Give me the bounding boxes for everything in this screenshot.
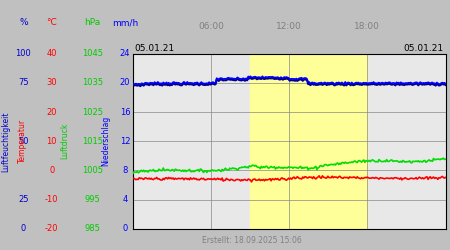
Text: 12:00: 12:00 xyxy=(276,22,302,31)
Text: mm/h: mm/h xyxy=(112,18,138,28)
Bar xyxy=(250,54,367,229)
Text: 0: 0 xyxy=(21,224,26,233)
Text: 1015: 1015 xyxy=(82,137,103,146)
Text: 50: 50 xyxy=(18,137,29,146)
Text: Erstellt: 18.09.2025 15:06: Erstellt: 18.09.2025 15:06 xyxy=(202,236,302,245)
Text: %: % xyxy=(19,18,28,28)
Text: 1045: 1045 xyxy=(82,49,103,58)
Text: 05.01.21: 05.01.21 xyxy=(404,44,444,53)
Text: 8: 8 xyxy=(122,166,128,175)
Text: 75: 75 xyxy=(18,78,29,88)
Text: 0: 0 xyxy=(49,166,54,175)
Text: 24: 24 xyxy=(120,49,130,58)
Text: 995: 995 xyxy=(85,195,100,204)
Text: 1025: 1025 xyxy=(82,108,103,116)
Text: -10: -10 xyxy=(45,195,58,204)
Text: Luftdruck: Luftdruck xyxy=(61,123,70,160)
Text: Temperatur: Temperatur xyxy=(18,119,27,163)
Text: 0: 0 xyxy=(122,224,128,233)
Text: -20: -20 xyxy=(45,224,58,233)
Text: 100: 100 xyxy=(15,49,31,58)
Text: Luftfeuchtigkeit: Luftfeuchtigkeit xyxy=(1,111,10,172)
Text: 30: 30 xyxy=(46,78,57,88)
Text: 20: 20 xyxy=(46,108,57,116)
Text: 4: 4 xyxy=(122,195,128,204)
Text: 20: 20 xyxy=(120,78,130,88)
Text: 12: 12 xyxy=(120,137,130,146)
Text: 06:00: 06:00 xyxy=(198,22,224,31)
Text: 18:00: 18:00 xyxy=(355,22,380,31)
Text: 1035: 1035 xyxy=(82,78,103,88)
Text: 16: 16 xyxy=(120,108,130,116)
Text: hPa: hPa xyxy=(84,18,100,28)
Text: 40: 40 xyxy=(46,49,57,58)
Text: 985: 985 xyxy=(84,224,100,233)
Text: 25: 25 xyxy=(18,195,29,204)
Text: Niederschlag: Niederschlag xyxy=(101,116,110,166)
Text: 1005: 1005 xyxy=(82,166,103,175)
Text: 05.01.21: 05.01.21 xyxy=(134,44,175,53)
Text: °C: °C xyxy=(46,18,57,28)
Text: 10: 10 xyxy=(46,137,57,146)
